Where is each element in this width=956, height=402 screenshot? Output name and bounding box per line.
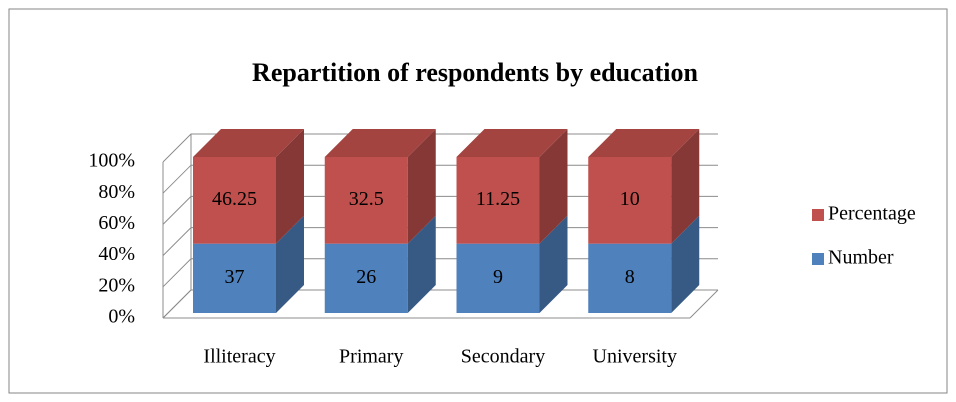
bar-top [588,129,700,157]
legend-swatch [812,253,824,265]
bar-side [671,215,700,313]
bar-segment [193,243,276,313]
floor-edge [689,289,719,319]
bar-segment [324,157,408,244]
y-tick-label: 80% [98,181,135,203]
bar-side [276,215,304,313]
data-label: 9 [493,266,503,288]
legend-label: Number [828,247,894,269]
data-label: 37 [225,266,245,288]
bar-side [407,129,436,244]
data-label: 10 [620,188,640,210]
y-tick-label: 0% [108,306,135,328]
x-tick-label: Illiteracy [203,346,275,368]
data-label: 26 [356,266,376,288]
y-tick-label: 100% [88,150,135,172]
bar-segment [193,157,276,244]
data-label: 8 [625,266,635,288]
bar-top [324,129,436,157]
y-tick-label: 20% [98,274,135,296]
bar-top [193,129,304,157]
bar-top [456,129,568,157]
bar-segment [324,243,408,313]
x-tick-label: University [593,346,677,368]
data-label: 46.25 [212,188,257,210]
bar-segment [456,243,540,313]
bar-segment [588,157,672,244]
bar-side [539,215,568,313]
chart-title: Repartition of respondents by education [252,58,698,87]
bar-side [276,129,304,244]
legend-label: Percentage [828,203,916,225]
x-tick-label: Secondary [461,346,545,368]
bar-side [671,129,700,244]
legend-swatch [812,209,824,221]
bar-segment [456,157,540,244]
x-tick-label: Primary [339,346,403,368]
y-tick-label: 40% [98,243,135,265]
y-tick-label: 60% [98,212,135,234]
data-label: 32.5 [349,188,384,210]
bar-side [539,129,568,244]
data-label: 11.25 [476,188,520,210]
bar-side [407,215,436,313]
bar-segment [588,243,672,313]
